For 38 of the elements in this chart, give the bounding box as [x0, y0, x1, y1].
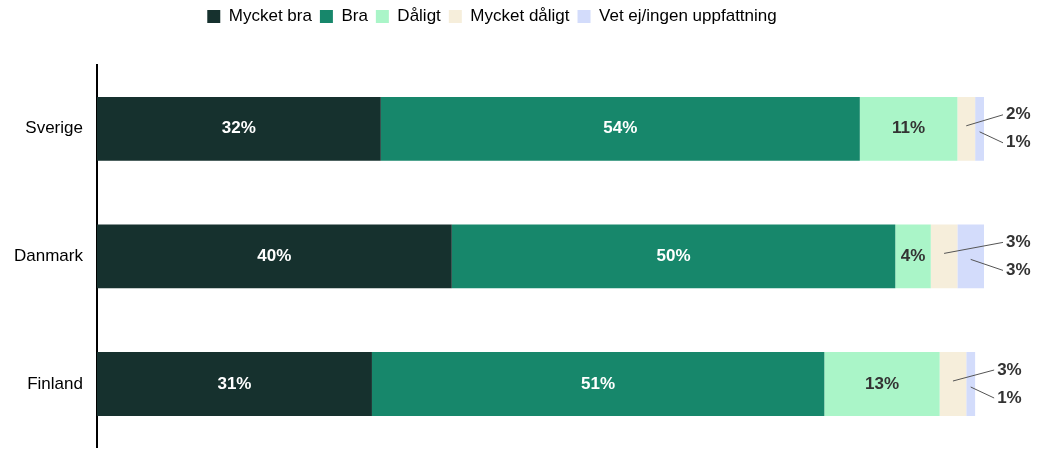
data-label: 50%	[656, 246, 691, 266]
bar	[824, 352, 940, 416]
legend-label: Bra	[341, 6, 369, 26]
bar	[957, 96, 976, 161]
y-tick-label: Danmark	[13, 246, 84, 266]
bar	[451, 224, 896, 289]
data-label: 32%	[221, 118, 256, 138]
data-label: 1%	[1006, 132, 1031, 152]
bar	[930, 224, 958, 289]
data-label: 11%	[892, 118, 926, 138]
y-tick-label: Finland	[27, 373, 83, 393]
legend-label: Dåligt	[397, 6, 442, 26]
data-label: 3%	[997, 359, 1022, 379]
data-label: 51%	[581, 373, 616, 393]
bar	[957, 224, 984, 289]
data-label: 40%	[257, 246, 292, 266]
data-label: 4%	[900, 246, 926, 266]
data-label: 3%	[1006, 260, 1031, 280]
legend-label: Vet ej/ingen uppfattning	[599, 6, 777, 26]
legend-label: Mycket dåligt	[470, 6, 570, 26]
data-label: 31%	[217, 373, 252, 393]
bar	[966, 352, 976, 416]
bar	[939, 352, 967, 416]
legend-label: Mycket bra	[228, 6, 313, 26]
bar	[859, 96, 958, 161]
data-label: 2%	[1006, 104, 1031, 124]
bar	[96, 352, 372, 416]
bar	[975, 96, 984, 161]
bar	[371, 352, 825, 416]
data-label: 3%	[1006, 232, 1031, 252]
y-tick-label: Sverige	[25, 118, 83, 138]
data-label: 54%	[603, 118, 638, 138]
bar	[895, 224, 931, 289]
bar	[380, 96, 860, 161]
data-label: 13%	[864, 373, 900, 393]
bar	[96, 96, 381, 161]
bar	[96, 224, 452, 289]
data-label: 1%	[997, 387, 1022, 407]
